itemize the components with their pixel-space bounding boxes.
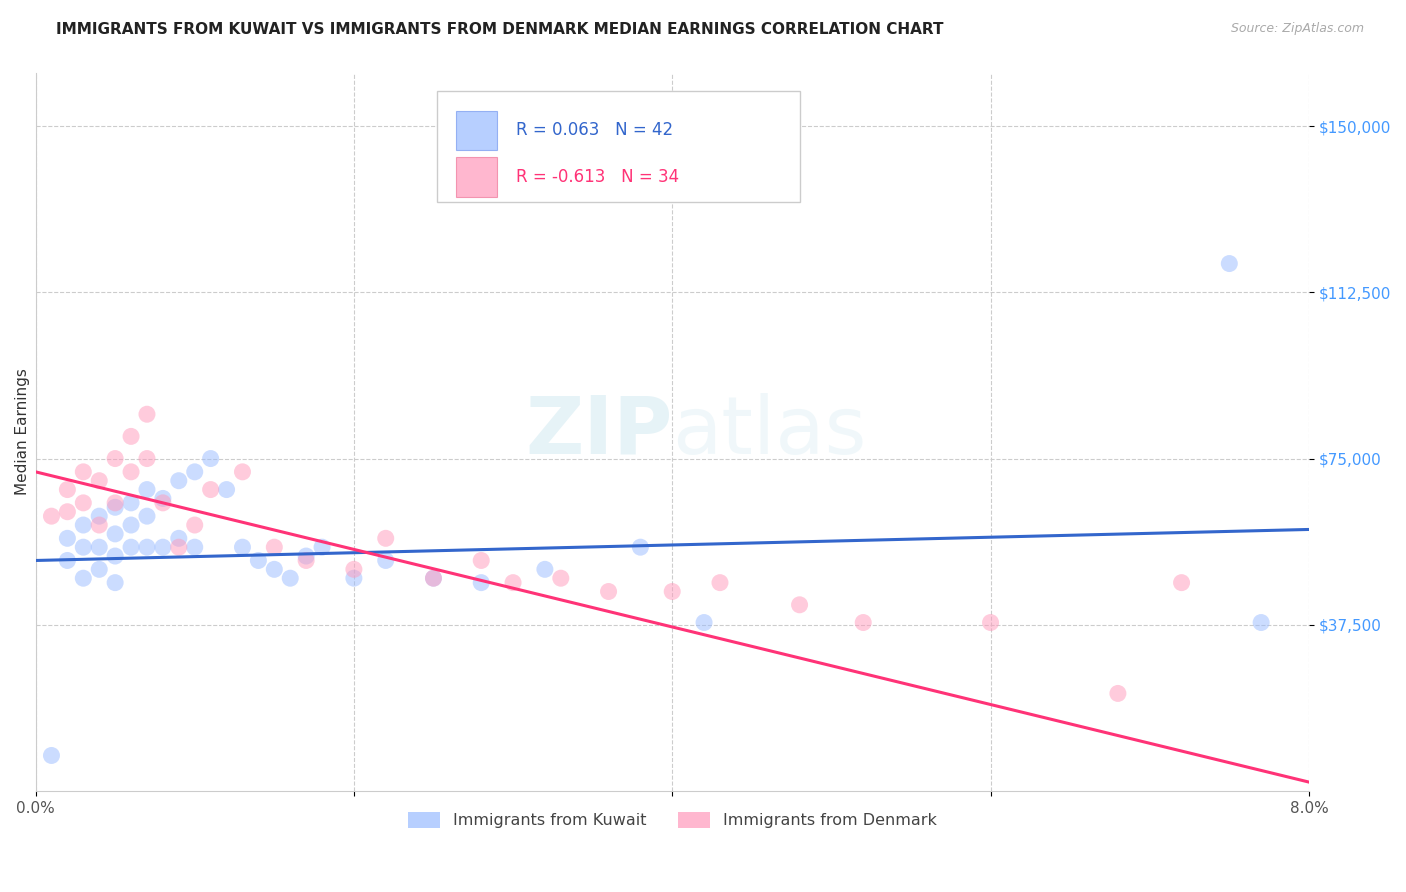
Point [247,553,270,567]
Point [41,509,63,524]
Point [231,465,253,479]
Point [104,527,127,541]
Point [200,451,222,466]
Point [852,615,875,630]
Point [120,496,142,510]
Point [120,540,142,554]
Point [89,540,111,554]
Point [120,465,142,479]
Point [89,518,111,533]
Point [1218,256,1240,270]
Point [56,553,79,567]
Point [598,584,620,599]
Point [263,540,285,554]
Point [343,562,366,576]
Point [56,505,79,519]
Y-axis label: Median Earnings: Median Earnings [15,368,30,495]
Point [183,518,205,533]
Point [183,540,205,554]
Point [104,575,127,590]
Point [167,531,190,545]
Point [534,562,557,576]
Point [311,540,333,554]
Point [136,509,159,524]
Point [709,575,731,590]
Point [470,553,492,567]
FancyBboxPatch shape [456,111,496,150]
Point [470,575,492,590]
Text: ZIP: ZIP [524,393,672,471]
Point [550,571,572,585]
Point [56,483,79,497]
Point [1107,686,1129,700]
Point [89,562,111,576]
Text: R = -0.613   N = 34: R = -0.613 N = 34 [516,168,679,186]
Point [89,474,111,488]
Point [374,553,396,567]
Point [120,518,142,533]
Point [661,584,683,599]
Point [136,407,159,421]
Point [1170,575,1192,590]
Point [72,540,94,554]
Point [295,549,318,563]
Point [104,496,127,510]
Point [183,465,205,479]
Text: R = 0.063   N = 42: R = 0.063 N = 42 [516,121,672,139]
Point [278,571,301,585]
Point [72,571,94,585]
Point [167,540,190,554]
Point [789,598,811,612]
Point [136,540,159,554]
Point [136,483,159,497]
Point [502,575,524,590]
Point [167,474,190,488]
Legend: Immigrants from Kuwait, Immigrants from Denmark: Immigrants from Kuwait, Immigrants from … [402,805,943,835]
Point [343,571,366,585]
Point [152,540,174,554]
Point [422,571,444,585]
Point [422,571,444,585]
Text: IMMIGRANTS FROM KUWAIT VS IMMIGRANTS FROM DENMARK MEDIAN EARNINGS CORRELATION CH: IMMIGRANTS FROM KUWAIT VS IMMIGRANTS FRO… [56,22,943,37]
Point [200,483,222,497]
Point [152,496,174,510]
Point [120,429,142,443]
Point [72,496,94,510]
Point [89,509,111,524]
Point [980,615,1002,630]
Point [41,748,63,763]
Point [152,491,174,506]
Point [263,562,285,576]
Point [215,483,238,497]
Point [374,531,396,545]
Point [231,540,253,554]
Point [295,553,318,567]
Point [72,518,94,533]
Point [693,615,716,630]
Point [72,465,94,479]
Point [1250,615,1272,630]
Point [136,451,159,466]
Point [104,500,127,515]
Point [104,549,127,563]
Text: Source: ZipAtlas.com: Source: ZipAtlas.com [1230,22,1364,36]
FancyBboxPatch shape [456,157,496,197]
Text: atlas: atlas [672,393,866,471]
Point [104,451,127,466]
FancyBboxPatch shape [437,91,800,202]
Point [628,540,651,554]
Point [56,531,79,545]
